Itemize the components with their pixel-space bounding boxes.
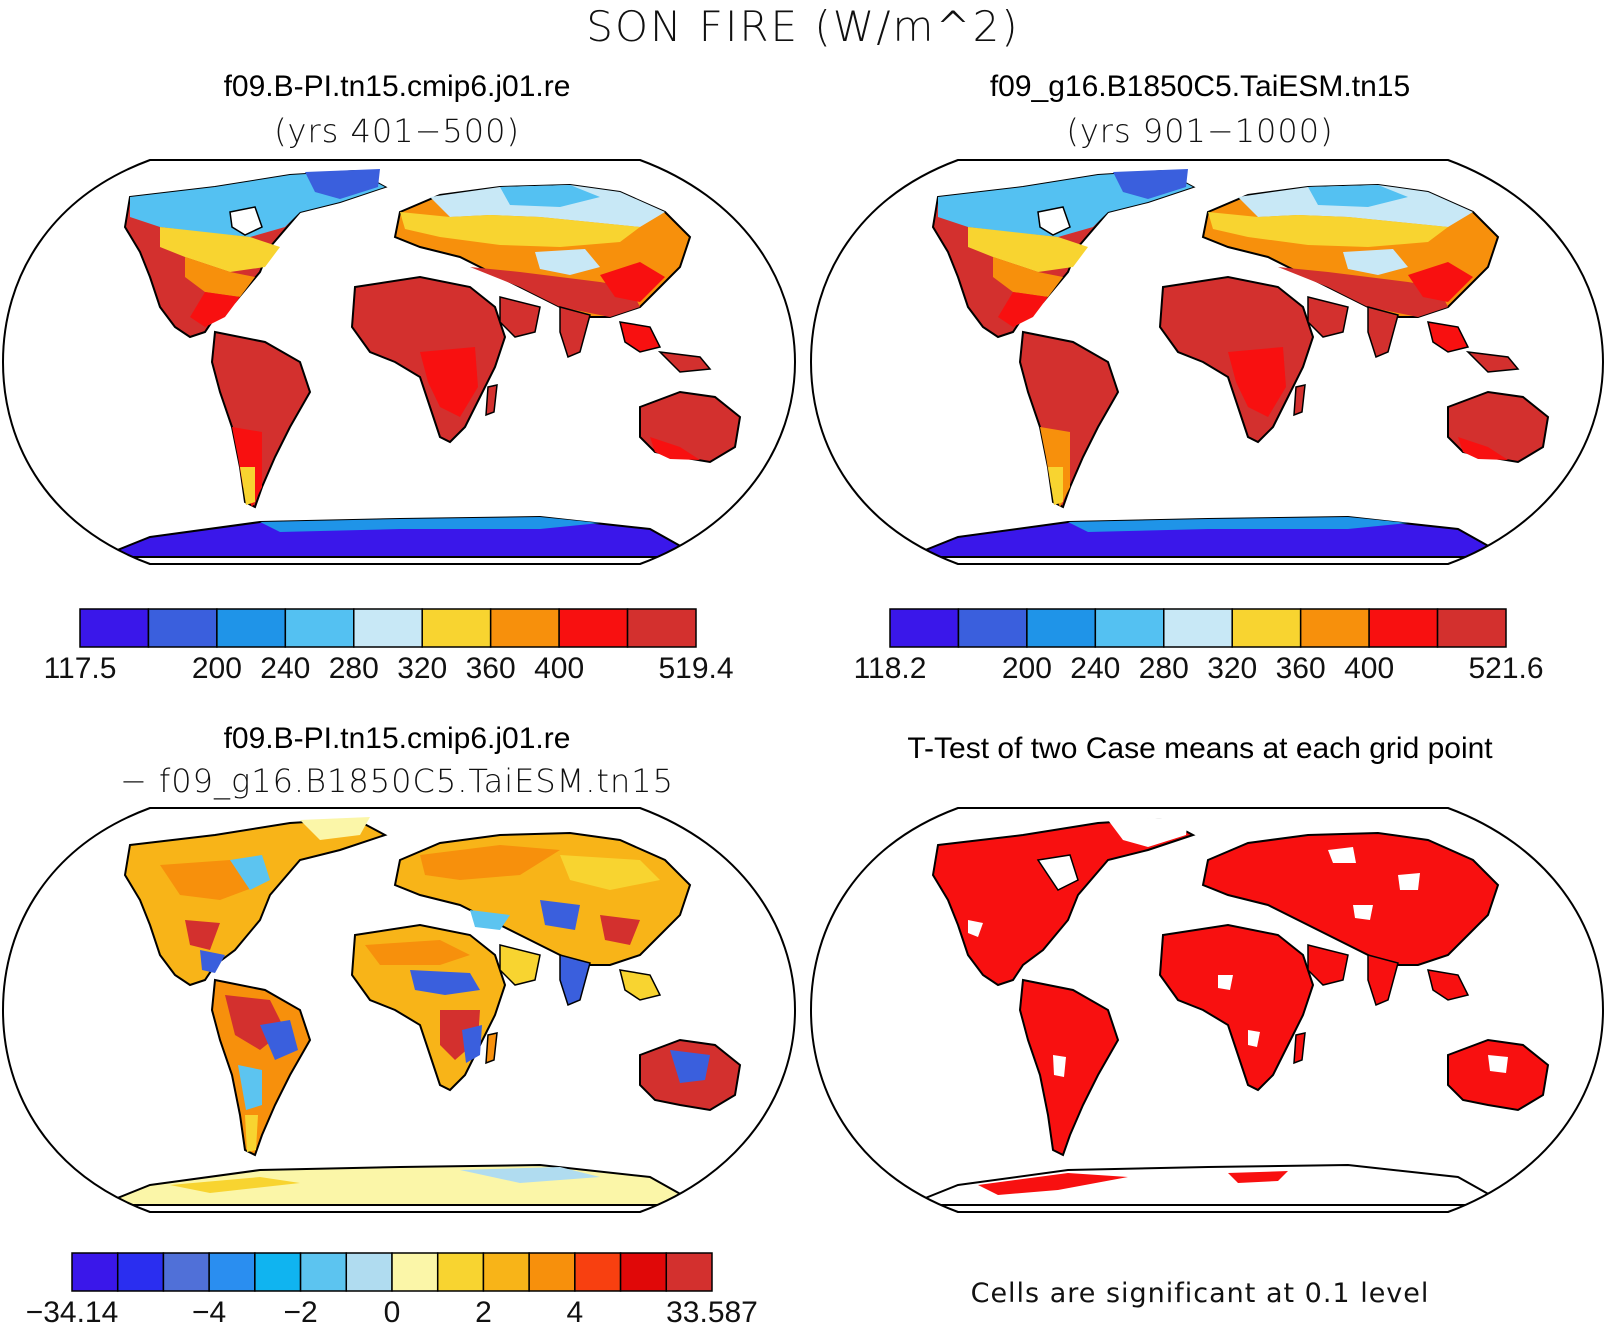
panel4-australia — [1447, 1038, 1550, 1112]
colorbar-tick-label: 519.4 — [658, 652, 733, 685]
panel3-colorbar: −34.14 −4 −2 0 2 4 33.587 — [26, 1252, 758, 1327]
panel4-africa — [1158, 923, 1315, 1092]
panel1-map — [1, 159, 797, 565]
colorbar-swatch — [216, 608, 287, 648]
panel1-title: f09.B-PI.tn15.cmip6.j01.re — [223, 70, 571, 103]
colorbar-swatch — [482, 1252, 530, 1292]
colorbar-swatch — [162, 1252, 210, 1292]
panel2-south-america — [1018, 330, 1120, 509]
colorbar-tick-label: 320 — [1207, 652, 1257, 685]
colorbar-swatch — [1163, 608, 1233, 648]
colorbar-swatch — [208, 1252, 256, 1292]
colorbar-tick-label: 280 — [1139, 652, 1189, 685]
colorbar-tick-label: −2 — [283, 1296, 317, 1327]
colorbar-swatch — [1094, 608, 1165, 648]
colorbar-swatch — [353, 608, 423, 648]
colorbar-swatch — [254, 1252, 302, 1292]
panel4-south-america — [1018, 978, 1120, 1157]
colorbar-swatch — [489, 608, 560, 648]
colorbar-tick-label: −34.14 — [26, 1296, 119, 1327]
colorbar-tick-label: 400 — [1344, 652, 1394, 685]
panel2-colorbar: 118.2 200 240 280 320 360 400 521.6 — [854, 608, 1544, 685]
panel4-note: Cells are significant at 0.1 level — [970, 1278, 1430, 1309]
colorbar-tick-label: 117.5 — [44, 652, 117, 685]
colorbar-swatch — [71, 1252, 119, 1292]
colorbar-tick-label: 360 — [466, 652, 516, 685]
colorbar-swatch — [626, 608, 697, 648]
panel1-south-america — [210, 330, 312, 509]
colorbar-tick-label: 280 — [329, 652, 379, 685]
colorbar-tick-label: 320 — [397, 652, 447, 685]
colorbar-tick-label: 240 — [260, 652, 310, 685]
colorbar-swatch — [116, 1252, 165, 1292]
panel2-subtitle: (yrs 901−1000) — [1066, 112, 1334, 150]
colorbar-tick-label: −4 — [192, 1296, 226, 1327]
colorbar-swatch — [436, 1252, 485, 1292]
panel4-eurasia — [1201, 831, 1500, 966]
colorbar-swatch — [299, 1252, 348, 1292]
colorbar-tick-label: 118.2 — [854, 652, 927, 685]
panel1-colorbar: 117.5 200 240 280 320 360 400 519.4 — [44, 608, 734, 685]
figure-title: SON FIRE (W/m^2) — [586, 2, 1020, 51]
panel3-title: f09.B-PI.tn15.cmip6.j01.re — [223, 722, 571, 755]
colorbar-swatch — [1299, 608, 1370, 648]
colorbar-tick-label: 240 — [1070, 652, 1120, 685]
colorbar-tick-label: 33.587 — [666, 1296, 758, 1327]
colorbar-swatch — [1026, 608, 1097, 648]
colorbar-tick-label: 4 — [567, 1296, 584, 1327]
colorbar-tick-label: 2 — [475, 1296, 492, 1327]
panel1-subtitle: (yrs 401−500) — [274, 112, 520, 150]
colorbar-swatch — [79, 608, 150, 648]
colorbar-swatch — [391, 1252, 439, 1292]
panel4-map — [809, 807, 1605, 1213]
colorbar-swatch — [284, 608, 355, 648]
colorbar-swatch — [421, 608, 492, 648]
colorbar-swatch — [889, 608, 960, 648]
colorbar-swatch — [558, 608, 629, 648]
colorbar-swatch — [147, 608, 218, 648]
colorbar-tick-label: 360 — [1276, 652, 1326, 685]
colorbar-swatch — [574, 1252, 622, 1292]
colorbar-swatch — [345, 1252, 393, 1292]
panel3-north-america — [123, 817, 388, 987]
colorbar-swatch — [1231, 608, 1302, 648]
colorbar-swatch — [665, 1252, 713, 1292]
colorbar-tick-label: 200 — [192, 652, 242, 685]
colorbar-swatch — [1368, 608, 1439, 648]
colorbar-tick-label: 200 — [1002, 652, 1052, 685]
colorbar-swatch — [619, 1252, 668, 1292]
colorbar-swatch — [1436, 608, 1507, 648]
colorbar-swatch — [957, 608, 1028, 648]
colorbar-tick-label: 521.6 — [1468, 652, 1543, 685]
panel2-map — [809, 159, 1605, 565]
colorbar-tick-label: 0 — [384, 1296, 401, 1327]
panel3-map — [1, 807, 797, 1213]
colorbar-tick-label: 400 — [534, 652, 584, 685]
panel4-title: T-Test of two Case means at each grid po… — [907, 732, 1493, 765]
panel2-title: f09_g16.B1850C5.TaiESM.tn15 — [989, 70, 1411, 103]
colorbar-swatch — [528, 1252, 576, 1292]
panel3-subtitle: − f09_g16.B1850C5.TaiESM.tn15 — [120, 762, 674, 800]
